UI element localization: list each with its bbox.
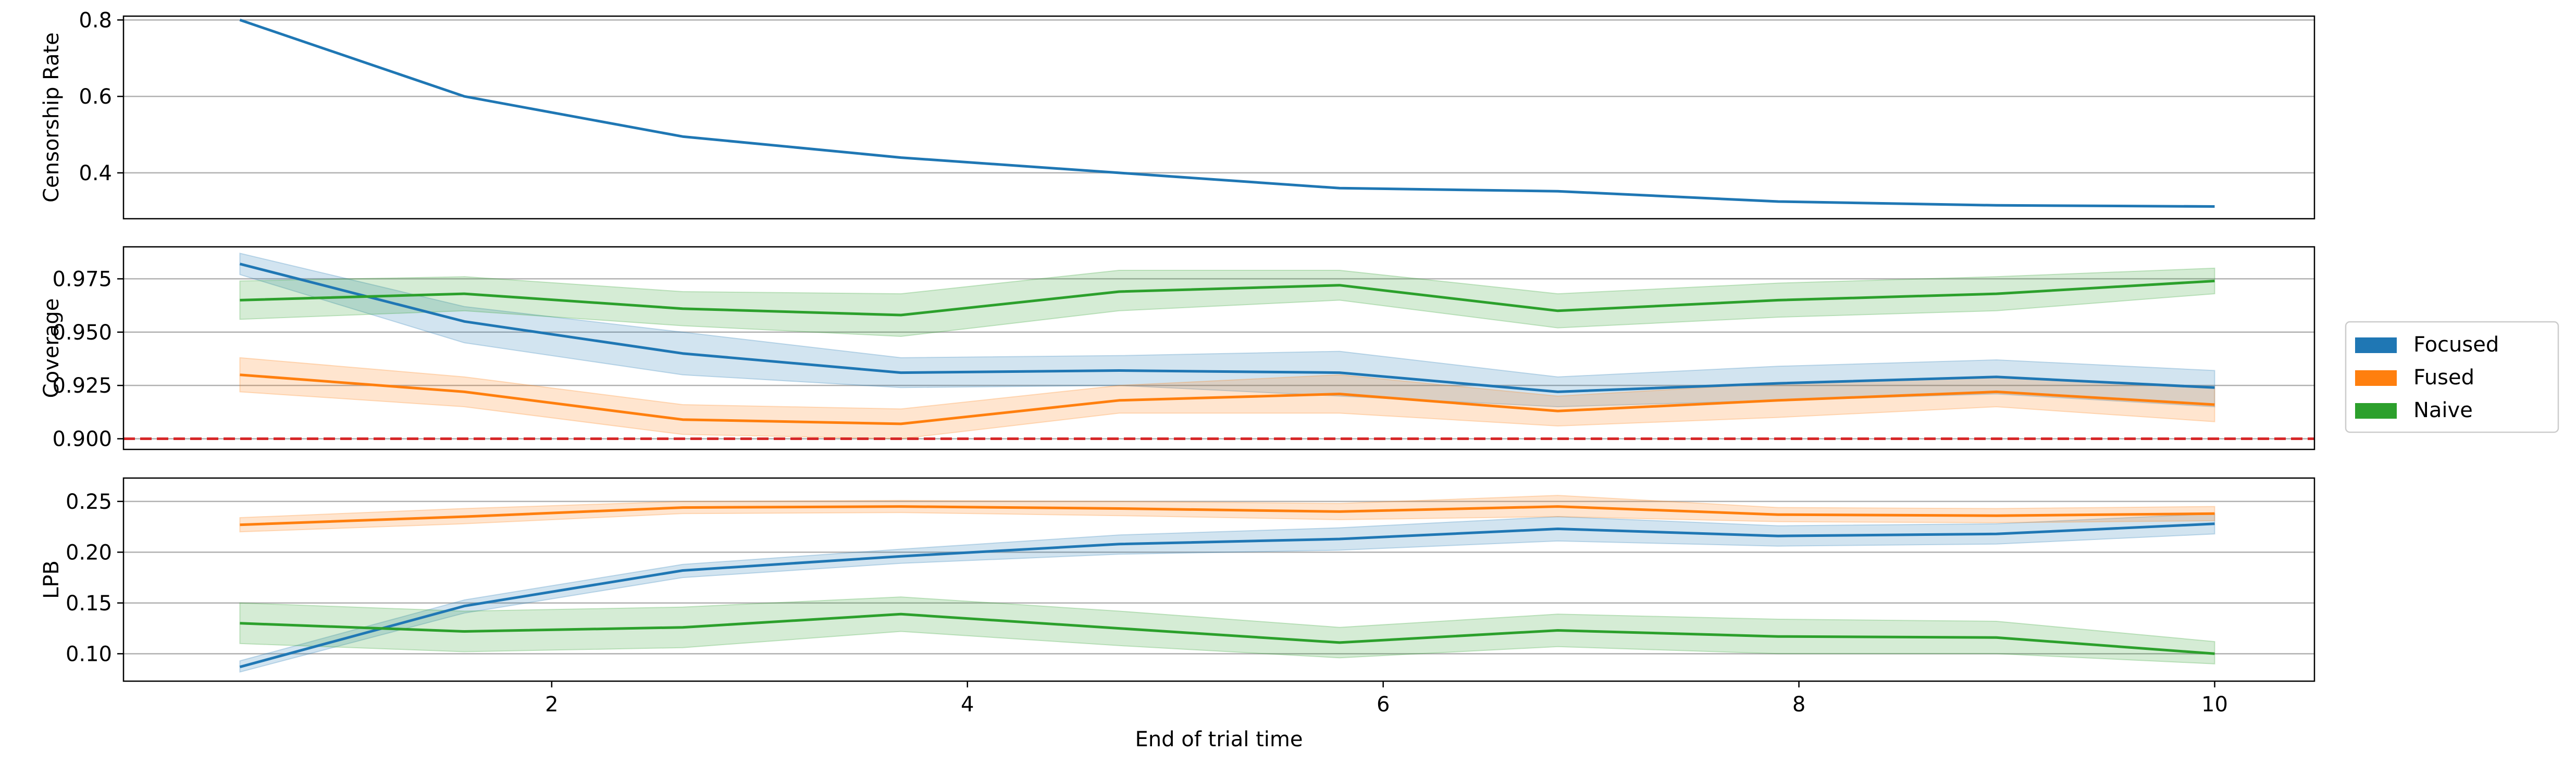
legend-swatch-naive — [2355, 403, 2397, 419]
legend-swatch-fused — [2355, 370, 2397, 386]
confidence-band-naive — [239, 267, 2215, 337]
y-tick-label: 0.25 — [66, 490, 112, 514]
x-tick-label: 6 — [1377, 693, 1390, 717]
series-line-naive — [240, 612, 2215, 655]
plot-area — [239, 18, 2215, 208]
x-tick-label: 2 — [545, 693, 558, 717]
legend-label-focused: Focused — [2413, 333, 2499, 357]
plot-area — [123, 253, 2314, 441]
y-tick-label: 0.900 — [52, 428, 112, 452]
axes-frame — [122, 246, 2315, 450]
confidence-band-naive — [239, 596, 2215, 664]
confidence-band-focused — [239, 253, 2215, 408]
y-tick-label: 0.6 — [79, 85, 112, 109]
series-line-focused — [239, 522, 2215, 669]
y-tick-label: 0.950 — [52, 321, 112, 345]
x-axis-label: End of trial time — [1135, 728, 1303, 751]
y-tick-label: 0.15 — [66, 592, 112, 616]
panel-coverage: 0.900 0.925 0.950 0.975 Coverage — [40, 246, 2315, 452]
panel-lpb: 0.10 0.15 0.20 0.25 LPB — [40, 477, 2315, 682]
confidence-band-focused — [239, 513, 2215, 673]
axes-frame — [122, 15, 2315, 220]
legend: Focused Fused Naive — [2345, 321, 2559, 433]
x-tick-label: 8 — [1792, 693, 1805, 717]
legend-swatch-focused — [2355, 337, 2397, 353]
series-line-fused — [240, 505, 2215, 526]
y-tick-label: 0.975 — [52, 267, 112, 291]
y-axis-label: Coverage — [40, 298, 64, 398]
y-tick-label: 0.8 — [79, 8, 112, 32]
series-line-censorship — [239, 18, 2215, 208]
y-axis-label: Censorship Rate — [40, 32, 64, 203]
legend-label-naive: Naive — [2413, 398, 2473, 422]
series-line-naive — [240, 280, 2215, 317]
x-tick-label: 10 — [2201, 693, 2228, 717]
confidence-band-fused — [239, 495, 2215, 533]
panel-censorship: 0.4 0.6 0.8 Censorship Rate — [40, 8, 2315, 220]
y-tick-label: 0.4 — [79, 161, 112, 185]
x-tick-label: 4 — [961, 693, 974, 717]
y-tick-label: 0.10 — [66, 642, 112, 666]
y-axis-label: LPB — [40, 560, 64, 599]
legend-frame — [2345, 321, 2559, 433]
y-tick-label: 0.20 — [66, 541, 112, 565]
series-line-fused — [240, 373, 2215, 425]
legend-label-fused: Fused — [2413, 366, 2474, 390]
series-line-focused — [239, 262, 2215, 393]
y-tick-label: 0.925 — [52, 374, 112, 398]
plot-area — [239, 495, 2215, 673]
axes-frame — [122, 477, 2315, 682]
